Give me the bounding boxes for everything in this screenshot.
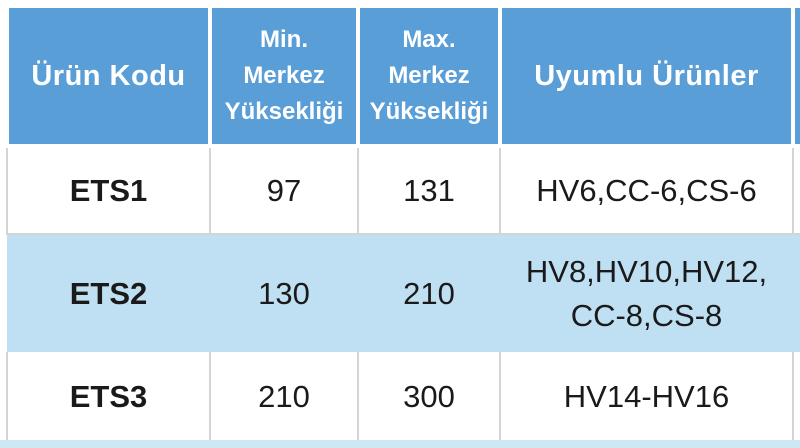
table-row-ets2: ETS2 130 210 HV8,HV10,HV12, CC-8,CS-8 (7, 234, 800, 352)
cell-cropped-sliver (793, 234, 800, 352)
cell-max-height: 210 (358, 234, 500, 352)
table-row-ets3: ETS3 210 300 HV14-HV16 (6, 352, 800, 444)
col-header-urun-kodu: Ürün Kodu (5, 4, 212, 148)
product-compatibility-table: Ürün Kodu Min. Merkez Yüksekliği Max. Me… (5, 4, 800, 444)
cell-min-height: 130 (210, 234, 358, 352)
col-header-cropped-sliver (791, 4, 800, 148)
cell-compatible-products: HV6,CC-6,CS-6 (499, 146, 794, 235)
cell-max-height: 300 (357, 352, 501, 444)
cell-product-code: ETS2 (7, 234, 210, 352)
bottom-strip (0, 440, 800, 448)
cell-product-code: ETS3 (6, 352, 211, 444)
cell-min-height: 210 (209, 352, 359, 444)
cell-cropped-sliver (792, 146, 800, 235)
col-header-max-merkez-yuksekligi: Max. Merkez Yüksekliği (356, 4, 502, 148)
cell-compatible-products: HV8,HV10,HV12, CC-8,CS-8 (500, 234, 793, 352)
header-row: Ürün Kodu Min. Merkez Yüksekliği Max. Me… (5, 4, 800, 148)
cell-cropped-sliver (792, 352, 800, 444)
cell-min-height: 97 (209, 146, 359, 235)
col-header-uyumlu-urunler: Uyumlu Ürünler (498, 4, 795, 148)
cell-product-code: ETS1 (6, 146, 211, 235)
cell-max-height: 131 (357, 146, 501, 235)
cell-compatible-products: HV14-HV16 (499, 352, 794, 444)
table-row-ets1: ETS1 97 131 HV6,CC-6,CS-6 (6, 146, 800, 235)
col-header-min-merkez-yuksekligi: Min. Merkez Yüksekliği (208, 4, 360, 148)
